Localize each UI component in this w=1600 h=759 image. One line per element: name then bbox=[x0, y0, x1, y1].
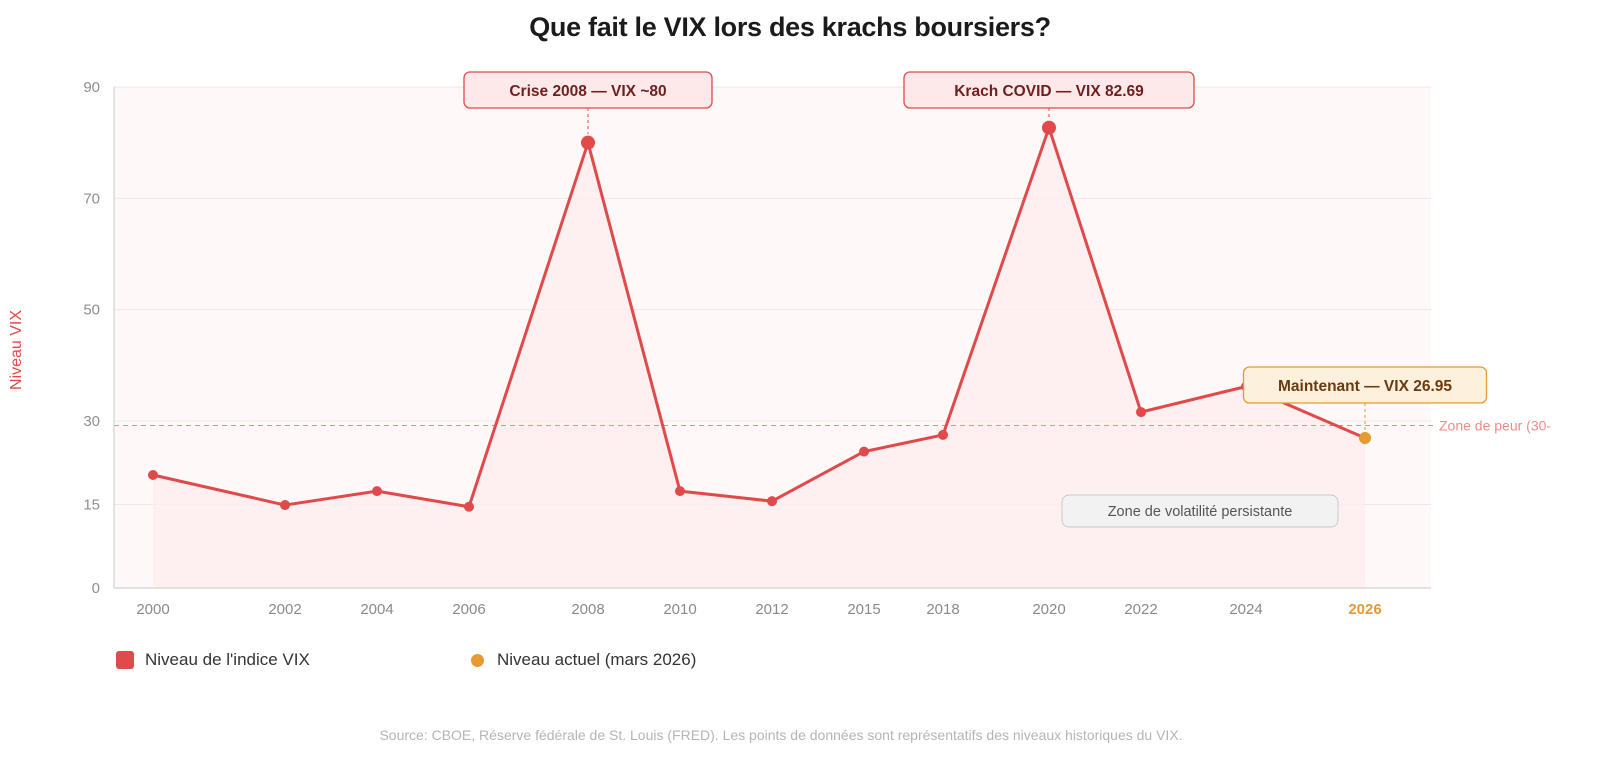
x-tick-label: 2018 bbox=[926, 601, 959, 618]
data-point bbox=[1042, 120, 1056, 135]
y-tick-label: 90 bbox=[83, 79, 100, 96]
y-tick-label: 70 bbox=[83, 190, 100, 207]
annotation-text: Maintenant — VIX 26.95 bbox=[1278, 378, 1452, 395]
annotation-crisis: Krach COVID — VIX 82.69 bbox=[903, 71, 1195, 119]
y-tick-label: 0 bbox=[92, 580, 100, 597]
annotation-box bbox=[903, 71, 1195, 109]
data-point bbox=[938, 429, 948, 440]
legend-item-vix[interactable]: Niveau de l'indice VIX bbox=[116, 650, 310, 670]
legend-swatch-vix bbox=[116, 651, 134, 669]
region-label-text: Zone de volatilité persistante bbox=[1108, 504, 1293, 520]
area-fills bbox=[153, 127, 1365, 589]
legend-dot-current bbox=[471, 653, 484, 667]
annotation-text: Krach COVID — VIX 82.69 bbox=[954, 83, 1144, 100]
area-fill bbox=[153, 127, 1365, 589]
x-tick-label: 2024 bbox=[1229, 601, 1262, 618]
legend-label-current: Niveau actuel (mars 2026) bbox=[497, 650, 697, 669]
data-point bbox=[581, 135, 595, 150]
data-point bbox=[859, 446, 869, 457]
annotation-box bbox=[463, 71, 713, 109]
annotation-box bbox=[1242, 366, 1488, 404]
data-point bbox=[148, 469, 158, 480]
fear-zone-reference: Zone de peur (30- bbox=[114, 417, 1551, 433]
annotations: Zone de volatilité persistante Crise 2008… bbox=[463, 71, 1488, 528]
data-point bbox=[372, 486, 382, 497]
annotation-current: Maintenant — VIX 26.95 bbox=[1242, 366, 1488, 431]
y-tick-label: 15 bbox=[83, 497, 100, 514]
legend-item-current[interactable]: Niveau actuel (mars 2026) bbox=[471, 650, 696, 670]
x-tick-label: 2000 bbox=[136, 601, 169, 618]
axes: 0 15 30 50 70 90 Niveau VIX 2000 2002 2004 2006 200… bbox=[8, 79, 1431, 618]
legend-label-vix: Niveau de l'indice VIX bbox=[145, 650, 310, 669]
data-point bbox=[464, 501, 474, 512]
x-tick-label: 2026 bbox=[1348, 601, 1381, 618]
y-tick-label: 50 bbox=[83, 302, 100, 319]
x-tick-label: 2006 bbox=[452, 601, 485, 618]
region-label-box bbox=[1061, 494, 1339, 528]
x-tick-label: 2012 bbox=[755, 601, 788, 618]
data-point bbox=[675, 486, 685, 497]
source-note: Source: CBOE, Réserve fédérale de St. Lo… bbox=[379, 727, 1183, 743]
data-point bbox=[280, 500, 290, 511]
x-tick-label: 2008 bbox=[571, 601, 604, 618]
x-tick-label: 2004 bbox=[360, 601, 393, 618]
annotation-crisis: Crise 2008 — VIX ~80 bbox=[463, 71, 713, 134]
x-tick-label: 2015 bbox=[847, 601, 880, 618]
x-tick-label: 2010 bbox=[663, 601, 696, 618]
x-tick-label: 2002 bbox=[268, 601, 301, 618]
data-point bbox=[1136, 407, 1146, 418]
data-point bbox=[767, 496, 777, 507]
current-point bbox=[1359, 431, 1371, 444]
x-tick-label: 2022 bbox=[1124, 601, 1157, 618]
fear-zone-label: Zone de peur (30- bbox=[1439, 417, 1551, 433]
annotation-text: Crise 2008 — VIX ~80 bbox=[509, 83, 666, 100]
y-axis-label: Niveau VIX bbox=[8, 310, 25, 390]
region-label: Zone de volatilité persistante bbox=[1061, 494, 1339, 528]
chart-title: Que fait le VIX lors des krachs boursier… bbox=[529, 12, 1051, 42]
y-tick-label: 30 bbox=[83, 413, 100, 430]
x-tick-label: 2020 bbox=[1032, 601, 1065, 618]
